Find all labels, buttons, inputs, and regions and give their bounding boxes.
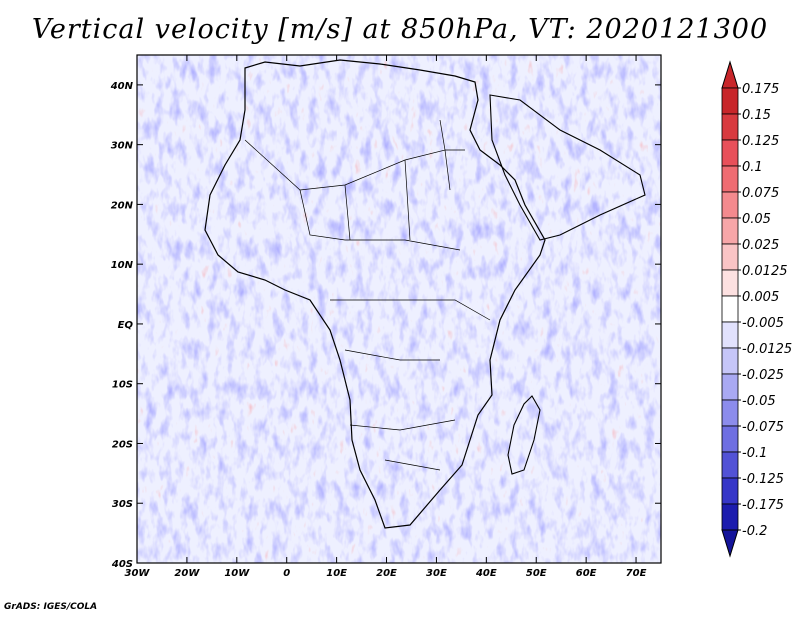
grads-credit: GrADS: IGES/COLA [4, 602, 98, 612]
lon-label: 30W [125, 568, 151, 579]
lon-label: 20E [376, 568, 397, 579]
colorbar-label: 0.05 [742, 212, 771, 227]
latitude-axis: 40N 30N 20N 10N EQ 10S 20S 30S 40S [110, 81, 661, 570]
colorbar-top-arrow [721, 60, 739, 89]
colorbar-label: -0.2 [742, 524, 767, 539]
lon-label: 0 [283, 568, 290, 579]
colorbar-label: 0.075 [742, 186, 779, 201]
colorbar-swatch [721, 139, 739, 167]
colorbar-label: 0.1 [742, 160, 763, 175]
colorbar-label: -0.175 [742, 498, 784, 513]
lon-label: 30E [426, 568, 447, 579]
colorbar-swatch [721, 425, 739, 453]
colorbar-swatch [721, 165, 739, 193]
colorbar-label: 0.025 [742, 238, 779, 253]
colorbar-label: 0.175 [742, 82, 779, 97]
colorbar-swatch [721, 295, 739, 323]
lat-label: EQ [118, 320, 134, 331]
madagascar-coastline [507, 395, 541, 475]
colorbar-label: 0.15 [742, 108, 771, 123]
colorbar-label: 0.0125 [742, 264, 788, 279]
colorbar-label: -0.025 [742, 368, 784, 383]
lat-label: 10S [112, 380, 133, 391]
colorbar-swatch [721, 477, 739, 505]
longitude-axis: 30W 20W 10W 0 10E 20E 30E 40E 50E 60E 70E [125, 55, 647, 579]
arabia-coastline [489, 94, 646, 241]
colorbar-swatch [721, 451, 739, 479]
lon-label: 10E [326, 568, 347, 579]
lat-label: 30S [112, 499, 133, 510]
colorbar-swatch [721, 243, 739, 271]
map-title: Vertical velocity [m/s] at 850hPa, VT: 2… [31, 14, 769, 45]
colorbar-label: 0.125 [742, 134, 779, 149]
lat-label: 20S [112, 439, 133, 450]
africa-coastline [204, 59, 546, 529]
colorbar-swatch [721, 269, 739, 297]
lon-label: 50E [526, 568, 547, 579]
colorbar-label: -0.125 [742, 472, 784, 487]
lat-label: 30N [111, 141, 134, 152]
lat-label: 40S [111, 559, 133, 570]
colorbar: 0.175 0.15 0.125 0.1 0.075 0.05 0.025 0.0125 0.0… [721, 60, 792, 558]
colorbar-swatch [721, 321, 739, 349]
colorbar-swatch [721, 217, 739, 245]
colorbar-bottom-arrow [721, 529, 739, 558]
velocity-field [137, 55, 661, 563]
lon-label: 70E [626, 568, 647, 579]
lon-label: 10W [224, 568, 250, 579]
colorbar-swatch [721, 503, 739, 531]
colorbar-swatch [721, 87, 739, 115]
colorbar-swatch [721, 373, 739, 401]
lon-label: 20W [174, 568, 200, 579]
lat-label: 20N [111, 200, 134, 211]
colorbar-swatch [721, 113, 739, 141]
colorbar-label: -0.0125 [742, 342, 792, 357]
colorbar-swatch [721, 347, 739, 375]
colorbar-swatch [721, 399, 739, 427]
colorbar-label: -0.075 [742, 420, 784, 435]
lon-label: 60E [576, 568, 597, 579]
plot-frame [136, 54, 662, 564]
lat-label: 40N [110, 81, 134, 92]
lat-label: 10N [111, 260, 134, 271]
colorbar-swatch [721, 191, 739, 219]
colorbar-label: -0.005 [742, 316, 784, 331]
colorbar-label: 0.005 [742, 290, 779, 305]
colorbar-label: -0.1 [742, 446, 767, 461]
country-borders [244, 119, 491, 471]
colorbar-label: -0.05 [742, 394, 776, 409]
lon-label: 40E [475, 568, 497, 579]
